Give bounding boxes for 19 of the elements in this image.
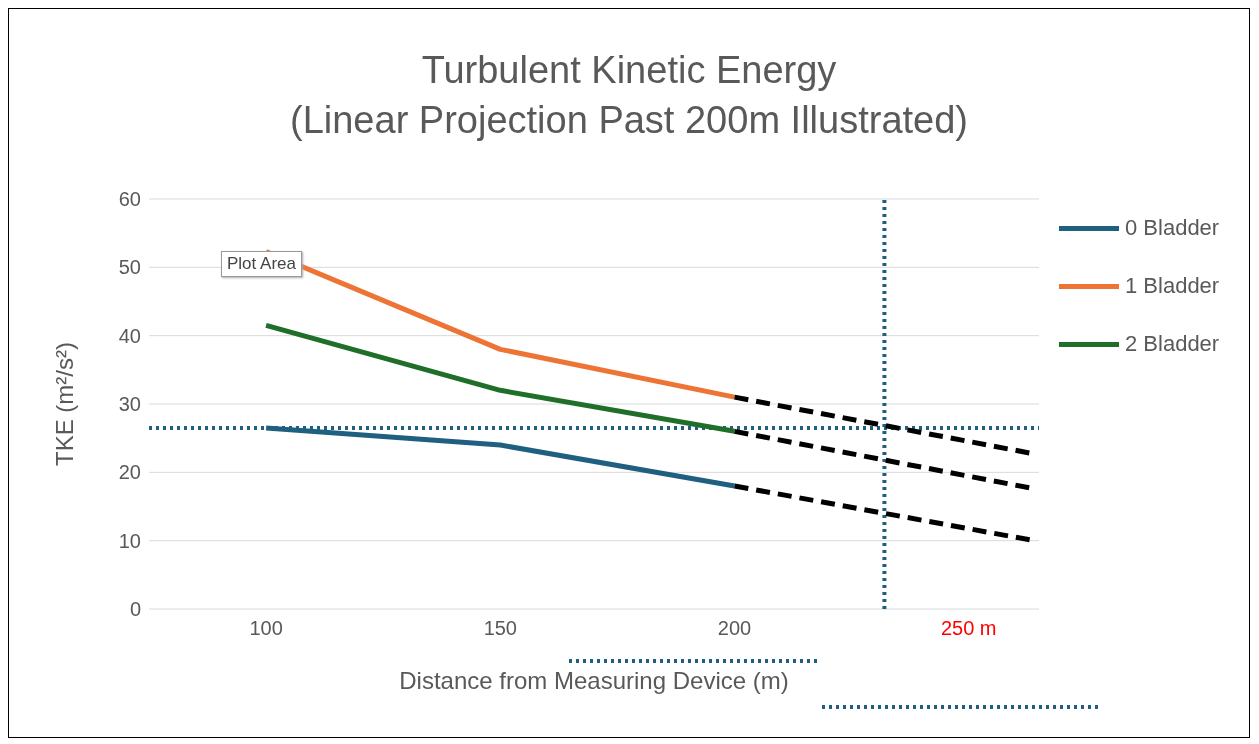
annotation: Plot Area	[221, 251, 302, 277]
y-tick-label: 60	[118, 188, 141, 211]
y-tick-label: 20	[118, 461, 141, 484]
x-tick-label: 150	[483, 617, 517, 639]
y-tick-label: 50	[118, 256, 141, 279]
x-tick-label: 250 m	[940, 617, 997, 639]
chart-subtitle: (Linear Projection Past 200m Illustrated)	[289, 98, 969, 143]
y-tick-label: 30	[118, 393, 141, 416]
y-axis-title: TKE (m²/s²)	[50, 342, 78, 466]
x-tick-label: 100	[249, 617, 283, 639]
y-tick-label: 0	[129, 598, 141, 621]
y-tick-label: 10	[118, 529, 141, 552]
legend-label: 0 Bladder	[1125, 215, 1220, 241]
chart-title: Turbulent Kinetic Energy	[420, 48, 838, 93]
x-axis-title: Distance from Measuring Device (m)	[399, 667, 789, 694]
y-tick-label: 40	[118, 324, 141, 347]
legend-label: 2 Bladder	[1125, 331, 1220, 357]
legend-label: 1 Bladder	[1125, 273, 1220, 299]
x-tick-label: 200	[717, 617, 752, 639]
